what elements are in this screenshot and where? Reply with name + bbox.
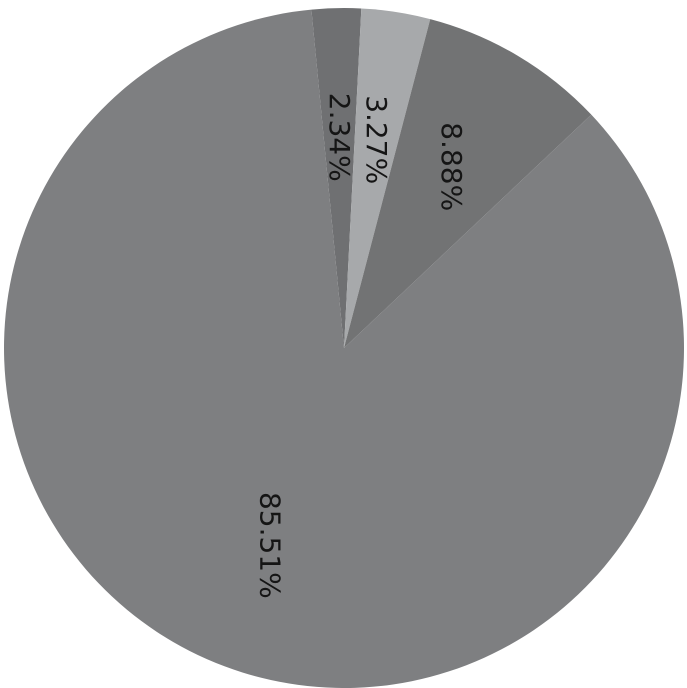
- pie-labels: 2.34% 3.27% 8.88% 85.51%: [253, 93, 468, 599]
- pie-slice-4: [4, 9, 684, 688]
- pie-slice-label-4: 85.51%: [253, 492, 286, 599]
- pie-slice-1: [311, 7, 362, 348]
- pie-slice-label-1: 2.34%: [323, 93, 356, 182]
- pie-slices: [4, 7, 684, 688]
- pie-slice-3: [344, 19, 592, 349]
- pie-slice-2: [344, 8, 431, 348]
- pie-slice-label-3: 8.88%: [435, 122, 468, 211]
- pie-slice-label-2: 3.27%: [360, 95, 393, 184]
